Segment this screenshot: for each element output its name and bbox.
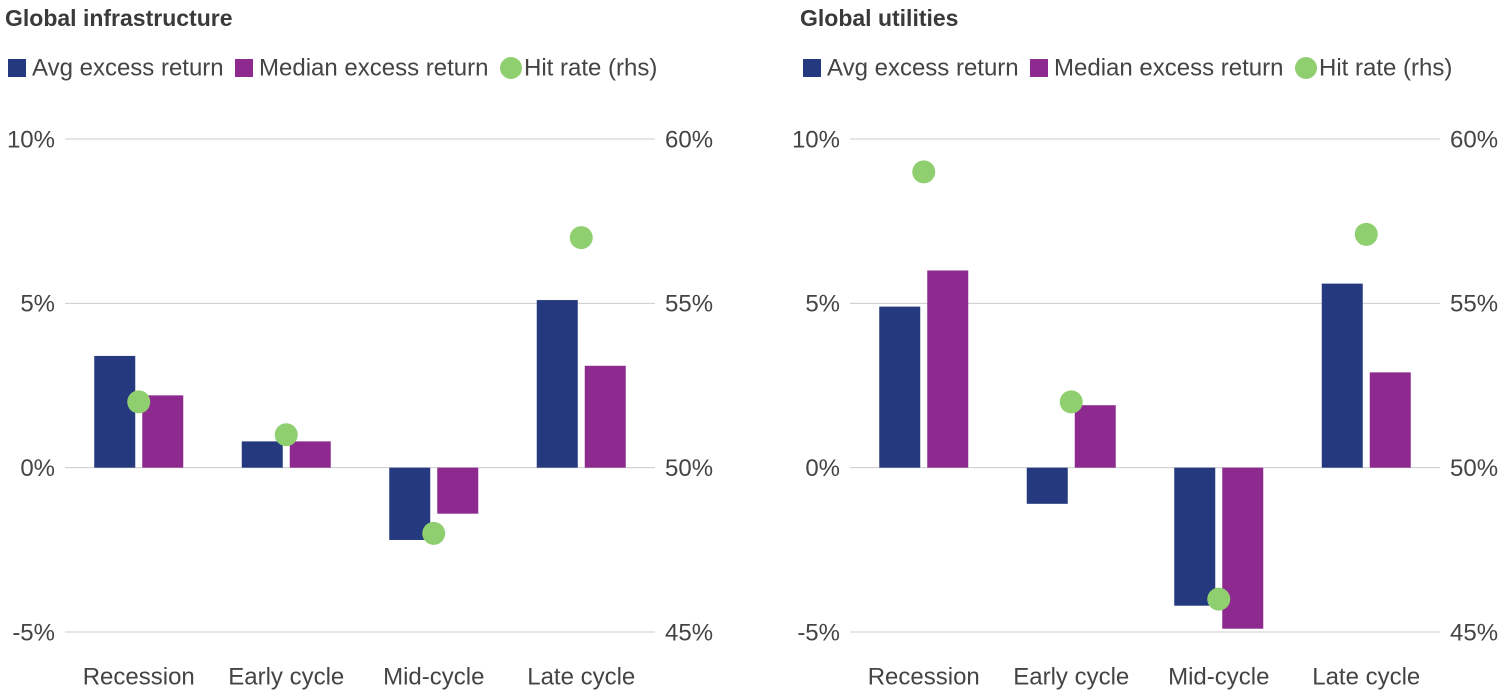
legend-label: Median excess return [259,54,488,81]
hit-rate-dot [422,521,446,545]
y2-tick-label: 55% [1450,291,1498,318]
legend-marker [1030,59,1048,77]
bar [879,306,921,468]
y-tick-label: 10% [7,126,55,153]
y2-tick-label: 60% [1450,126,1498,153]
hit-rate-dot [127,390,151,414]
legend-marker [1295,57,1317,79]
y-tick-label: 5% [20,291,55,318]
hit-rate-dot [274,423,298,447]
hit-rate-dot [1059,390,1083,414]
x-tick-label: Recession [83,663,195,690]
legend-label: Hit rate (rhs) [1319,54,1452,81]
bar [241,441,283,468]
y2-tick-label: 55% [665,291,713,318]
hit-rate-dot [912,160,936,184]
bar [437,467,479,514]
bar [1369,372,1411,468]
x-tick-label: Late cycle [1312,663,1420,690]
hit-rate-dot [569,226,593,250]
y2-tick-label: 50% [1450,455,1498,482]
y2-tick-label: 45% [665,619,713,646]
y2-tick-label: 50% [665,455,713,482]
chart-title: Global infrastructure [5,5,232,31]
y2-tick-label: 60% [665,126,713,153]
chart-title: Global utilities [800,5,958,31]
y-tick-label: -5% [12,619,55,646]
x-tick-label: Early cycle [228,663,344,690]
bar [1026,467,1068,504]
bar [1174,467,1216,606]
legend-label: Hit rate (rhs) [524,54,657,81]
bar [94,355,136,468]
x-tick-label: Early cycle [1013,663,1129,690]
bar [289,441,331,468]
x-tick-label: Mid-cycle [383,663,484,690]
legend-label: Avg excess return [32,54,224,81]
hit-rate-dot [1354,222,1378,246]
legend-marker [8,59,26,77]
x-tick-label: Mid-cycle [1168,663,1269,690]
bar [584,365,626,468]
legend-label: Median excess return [1054,54,1283,81]
y-tick-label: -5% [797,619,840,646]
bar [389,467,431,540]
bar [1321,283,1363,468]
x-tick-label: Recession [868,663,980,690]
legend-label: Avg excess return [827,54,1019,81]
y-tick-label: 0% [20,455,55,482]
y2-tick-label: 45% [1450,619,1498,646]
hit-rate-dot [1207,587,1231,611]
x-tick-label: Late cycle [527,663,635,690]
y-tick-label: 0% [805,455,840,482]
legend-marker [500,57,522,79]
bar [927,270,969,468]
bar [142,395,184,468]
bar [1074,405,1116,468]
bar [536,300,578,468]
legend-marker [235,59,253,77]
y-tick-label: 10% [792,126,840,153]
legend-marker [803,59,821,77]
y-tick-label: 5% [805,291,840,318]
